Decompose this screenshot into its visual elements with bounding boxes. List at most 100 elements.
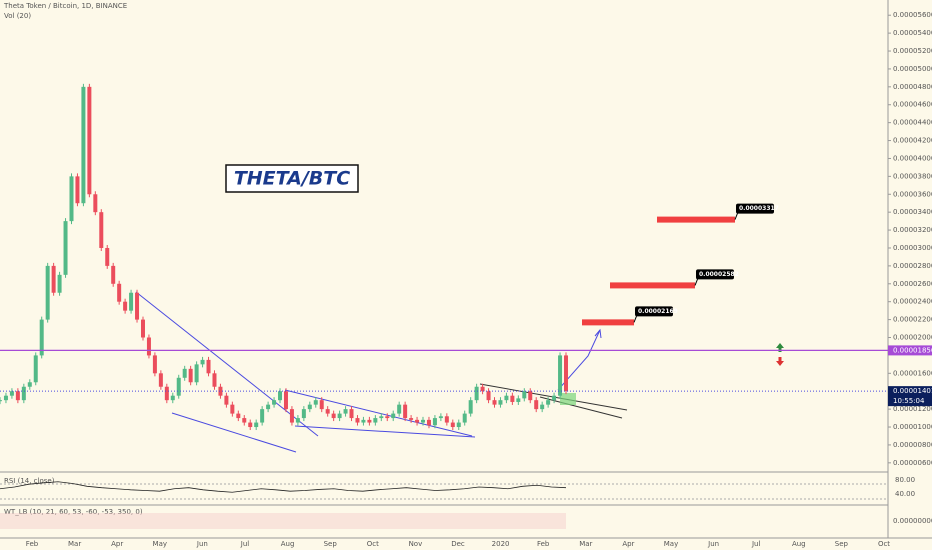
candle-body: [480, 386, 485, 392]
candle-body: [349, 409, 354, 419]
candle-body: [242, 418, 247, 423]
candle-body: [325, 409, 330, 414]
target-zone: [657, 216, 735, 223]
y-tick-label: 0.00002000: [893, 334, 932, 342]
candle-body: [51, 265, 56, 293]
y-tick-label: 0.00002600: [893, 280, 932, 288]
candle-body: [15, 391, 20, 401]
y-tick-label: 0.00003600: [893, 190, 932, 198]
candle-body: [528, 391, 533, 401]
y-tick-label: 0.00001000: [893, 423, 932, 431]
candle-body: [415, 419, 420, 423]
candle-body: [552, 395, 557, 401]
candle-body: [403, 404, 408, 419]
y-tick-label: 0.00004400: [893, 119, 932, 127]
candle-body: [307, 404, 312, 410]
candle-body: [492, 400, 497, 405]
candle-body: [63, 221, 68, 275]
candle-body: [438, 416, 443, 419]
candle-body: [522, 391, 527, 399]
candle-body: [9, 391, 14, 396]
candle-body: [319, 400, 324, 410]
breakout-box: [560, 393, 576, 405]
x-tick-label: May: [153, 540, 167, 548]
target-zone: [582, 319, 634, 326]
y-tick-label: 0.00005600: [893, 11, 932, 19]
x-tick-label: Apr: [111, 540, 123, 548]
candle-body: [266, 404, 271, 410]
wt-label: WT_LB (10, 21, 60, 53, -60, -53, 350, 0): [4, 508, 143, 516]
candle-body: [355, 418, 360, 423]
candle-body: [504, 395, 509, 401]
candle-body: [194, 364, 199, 383]
candle-body: [45, 265, 50, 320]
wt-tick-label: 0.00000000: [893, 517, 932, 525]
candle-body: [516, 398, 521, 402]
price-axis-bg: [888, 0, 932, 550]
candle-body: [540, 404, 545, 410]
x-tick-label: Jun: [196, 540, 208, 548]
candle-body: [361, 419, 366, 423]
target-label: 0.00002582: [699, 271, 739, 278]
y-tick-label: 0.00005200: [893, 47, 932, 55]
target-zone: [610, 282, 695, 289]
x-tick-label: Dec: [451, 540, 465, 548]
candle-body: [450, 422, 455, 428]
candle-body: [254, 422, 259, 428]
y-tick-label: 0.00005000: [893, 65, 932, 73]
y-tick-label: 0.00002400: [893, 298, 932, 306]
volume-label: Vol (20): [4, 12, 31, 20]
y-tick-label: 0.00002800: [893, 262, 932, 270]
candle-body: [176, 377, 181, 396]
candle-body: [140, 319, 145, 338]
candle-body: [343, 409, 348, 414]
y-tick-label: 0.00001600: [893, 369, 932, 377]
target-label: 0.00002169: [638, 308, 678, 315]
candle-body: [87, 86, 92, 195]
candle-body: [81, 86, 86, 204]
down-arrow: [776, 357, 784, 366]
candle-body: [486, 391, 491, 401]
candle-body: [99, 212, 104, 248]
x-tick-label: Mar: [68, 540, 81, 548]
y-tick-label: 0.00002200: [893, 316, 932, 324]
candle-body: [224, 395, 229, 405]
candle-body: [385, 416, 390, 419]
candle-body: [152, 355, 157, 374]
x-tick-label: Aug: [281, 540, 295, 548]
candle-body: [0, 400, 2, 402]
candle-body: [93, 194, 98, 213]
candle-body: [379, 416, 384, 419]
candle-body: [105, 247, 110, 266]
y-tick-label: 0.00000600: [893, 459, 932, 467]
y-tick-label: 0.00003800: [893, 172, 932, 180]
candle-body: [111, 265, 116, 284]
candle-body: [397, 404, 402, 414]
y-tick-label: 0.00003400: [893, 208, 932, 216]
candle-body: [21, 386, 26, 401]
candle-body: [129, 292, 134, 311]
candle-body: [164, 386, 169, 401]
current-price-label: 0.00001401: [893, 387, 932, 395]
x-tick-label: Jul: [240, 540, 250, 548]
candle-body: [188, 368, 193, 383]
x-tick-label: Oct: [878, 540, 890, 548]
y-tick-label: 0.00004600: [893, 101, 932, 109]
candle-body: [283, 391, 288, 410]
rsi-tick-label: 80.00: [895, 476, 915, 484]
candle-body: [248, 422, 253, 428]
y-tick-label: 0.00000800: [893, 441, 932, 449]
target-box: [736, 203, 774, 214]
candle-body: [421, 419, 426, 423]
x-tick-label: Jun: [707, 540, 719, 548]
y-tick-label: 0.00004000: [893, 154, 932, 162]
candle-body: [426, 419, 431, 426]
x-tick-label: Apr: [622, 540, 634, 548]
candle-body: [498, 400, 503, 405]
candle-body: [182, 368, 187, 378]
candle-body: [468, 400, 473, 414]
target-box: [696, 269, 734, 280]
y-tick-label: 0.00001200: [893, 405, 932, 413]
candle-body: [200, 359, 205, 365]
